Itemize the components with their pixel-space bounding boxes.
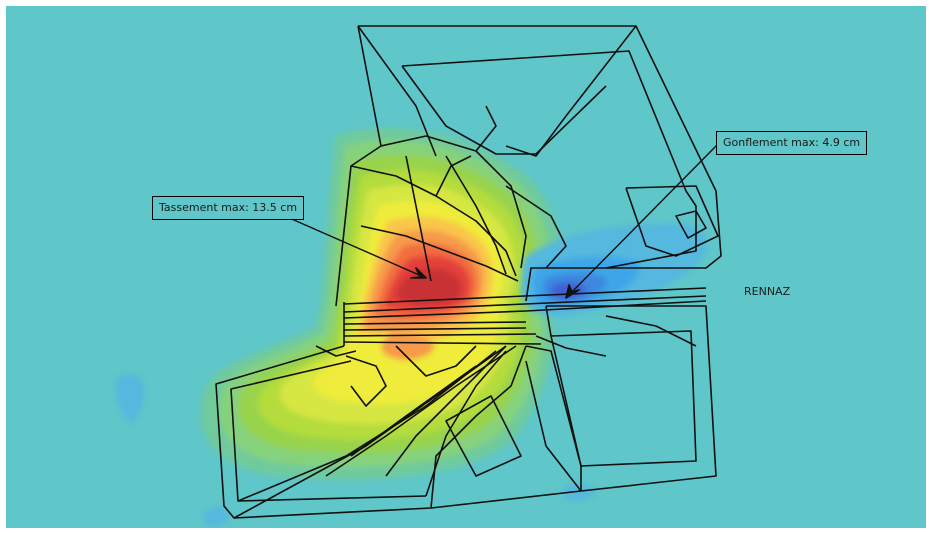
upper-mesh-3: [405, 155, 432, 282]
lower-right-diagonal: [545, 305, 552, 337]
tunnel-upper-edge: [343, 287, 707, 305]
lower-mesh-1: [345, 355, 387, 407]
gonflement-arrow-head: [565, 284, 580, 299]
upper-right-small-1: [675, 210, 707, 239]
lower-left-diagonal-3: [350, 365, 477, 457]
heave-spot-lower-right: [562, 484, 596, 501]
lower-left-inner-wall: [230, 360, 427, 502]
heave-spot-left: [115, 374, 145, 424]
lower-left-small-box: [445, 395, 522, 477]
mesh-outlines: [215, 25, 722, 519]
upper-left-column: [335, 25, 382, 307]
lower-mesh-3: [430, 345, 527, 509]
tassement-max-text: Tassement max: 13.5 cm: [159, 201, 298, 214]
tassement-max-callout: Tassement max: 13.5 cm: [152, 196, 305, 220]
lower-mesh-2: [395, 345, 477, 377]
lower-right-detail-1: [525, 345, 582, 467]
lower-mesh-4: [385, 345, 507, 477]
upper-inner-polygon: [401, 65, 607, 155]
lower-right-inner-wall: [550, 330, 697, 467]
deformation-contour-plot: [115, 25, 722, 527]
lower-right-detail-2: [535, 335, 607, 357]
tunnel-line-7: [343, 341, 542, 345]
upper-diagonal-2: [505, 25, 637, 157]
tunnel-lower-edge: [343, 295, 707, 313]
gonflement-max-text: Gonflement max: 4.9 cm: [723, 136, 861, 149]
upper-mesh-4: [445, 155, 507, 275]
tunnel-line-4: [343, 321, 527, 325]
upper-mesh-8: [475, 105, 497, 152]
upper-diagonal-1: [357, 25, 437, 157]
upper-mesh-2: [350, 165, 517, 277]
upper-building-outline: [358, 25, 722, 302]
upper-mesh-7: [505, 185, 567, 269]
gonflement-leader-line: [565, 143, 719, 299]
lower-right-detail-4: [525, 360, 582, 492]
tassement-leader-line: [277, 212, 427, 279]
gonflement-max-callout: Gonflement max: 4.9 cm: [716, 131, 868, 155]
lower-right-detail-3: [605, 315, 697, 347]
lower-orange-lobe: [381, 333, 435, 361]
tunnel-line-6: [343, 333, 537, 337]
upper-mesh-5: [360, 225, 519, 282]
upper-mesh-6: [435, 155, 472, 197]
tassement-arrow-head: [410, 267, 427, 279]
heave-spot-bottom: [203, 506, 230, 527]
rennaz-label: RENNAZ: [744, 285, 791, 298]
upper-mesh-1: [380, 135, 527, 269]
lower-left-diagonal-5: [425, 350, 507, 497]
upper-right-detail: [625, 185, 719, 257]
lower-right-building-outline: [546, 305, 717, 492]
lower-mesh-5: [315, 345, 357, 357]
lower-left-building-outline: [215, 345, 582, 519]
model-canvas: Tassement max: 13.5 cm Gonflement max: 4…: [6, 6, 926, 528]
tunnel-line-5: [343, 327, 527, 331]
tunnel-line-3: [343, 300, 707, 319]
